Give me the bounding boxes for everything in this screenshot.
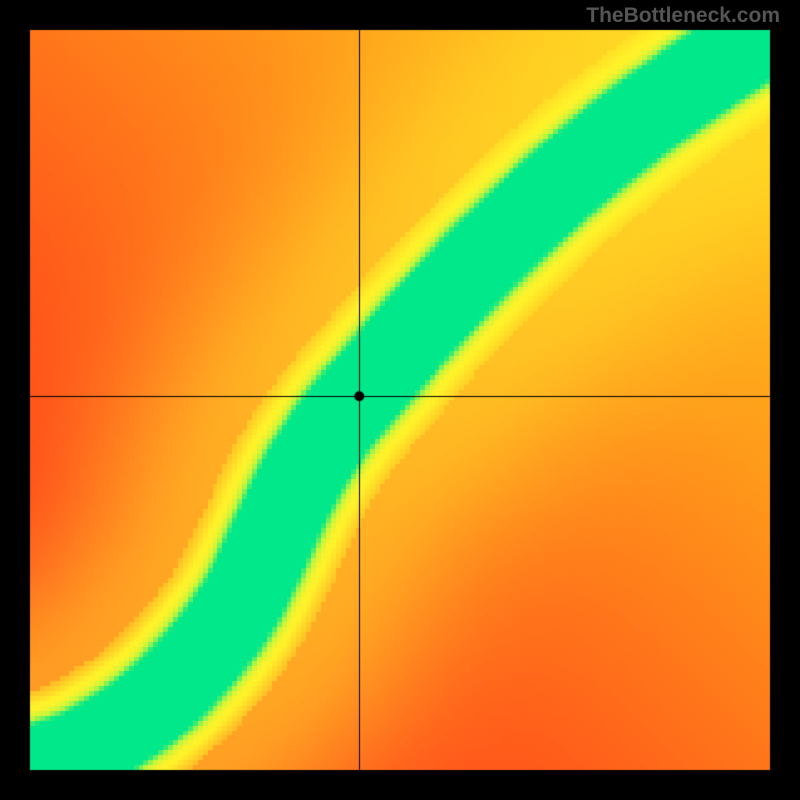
bottleneck-heatmap <box>0 0 800 800</box>
watermark-text: TheBottleneck.com <box>586 4 780 28</box>
